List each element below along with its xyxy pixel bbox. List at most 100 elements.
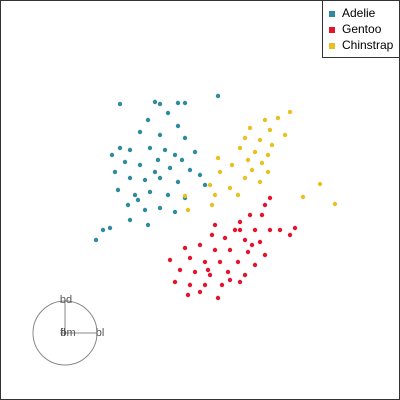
point [245, 157, 251, 163]
point [215, 155, 221, 161]
point [247, 212, 253, 218]
point [235, 192, 241, 198]
point [175, 100, 181, 106]
point [237, 145, 243, 151]
point [249, 167, 255, 173]
point [275, 115, 281, 121]
point [172, 209, 178, 215]
point [127, 147, 133, 153]
legend-label: Adelie [342, 6, 376, 20]
point [282, 132, 288, 138]
point [252, 149, 258, 155]
point [259, 212, 265, 218]
point [212, 192, 218, 198]
point [125, 202, 131, 208]
point [107, 225, 113, 231]
point [287, 109, 293, 115]
point [242, 175, 248, 181]
point [205, 267, 211, 273]
point [222, 235, 228, 241]
point [215, 93, 221, 99]
point [182, 135, 188, 141]
point [209, 202, 215, 208]
point [235, 259, 241, 265]
point [259, 160, 265, 166]
point [175, 179, 181, 185]
point [217, 169, 223, 175]
point [192, 149, 198, 155]
point [147, 145, 153, 151]
point [185, 207, 191, 213]
point [207, 272, 213, 278]
point [117, 145, 123, 151]
point [185, 292, 191, 298]
point [237, 219, 243, 225]
point [262, 202, 268, 208]
point [249, 242, 255, 248]
point [100, 227, 106, 233]
point [192, 269, 198, 275]
point [109, 152, 115, 158]
point [212, 222, 218, 228]
point [135, 197, 141, 203]
point [132, 192, 138, 198]
point [142, 207, 148, 213]
point [212, 247, 218, 253]
point [202, 282, 208, 288]
point [202, 259, 208, 265]
point [197, 242, 203, 248]
point [157, 175, 163, 181]
point [217, 259, 223, 265]
point [167, 165, 173, 171]
point [227, 247, 233, 253]
point [179, 157, 185, 163]
point [225, 269, 231, 275]
point [287, 232, 293, 238]
point [215, 295, 221, 301]
point [93, 237, 99, 243]
point [177, 267, 183, 273]
point [157, 132, 163, 138]
point [187, 167, 193, 173]
point [277, 227, 283, 233]
point [197, 172, 203, 178]
point [267, 195, 273, 201]
point [219, 282, 225, 288]
axis-label: bl [96, 327, 105, 339]
point [245, 249, 251, 255]
point [257, 179, 263, 185]
point [257, 137, 263, 143]
point [262, 117, 268, 123]
point [175, 123, 181, 129]
point [115, 187, 121, 193]
point [242, 237, 248, 243]
legend-swatch [329, 43, 335, 49]
axis-label: bm [60, 327, 75, 339]
point [229, 162, 235, 168]
point [197, 289, 203, 295]
point [265, 152, 271, 158]
point [269, 142, 275, 148]
point [182, 100, 188, 106]
point [182, 193, 188, 199]
point [257, 239, 263, 245]
point [152, 99, 158, 105]
point [262, 252, 268, 258]
axis-glyph: bd fl bm bl [32, 294, 105, 366]
point [232, 227, 238, 233]
point [187, 255, 193, 261]
point [167, 257, 173, 263]
legend-swatch [329, 11, 335, 17]
point [165, 192, 171, 198]
point [227, 185, 233, 191]
legend [322, 0, 400, 58]
point [317, 181, 323, 187]
point [147, 189, 153, 195]
point [332, 201, 338, 207]
point [237, 227, 243, 233]
point [112, 169, 118, 175]
point [145, 117, 151, 123]
point [137, 162, 143, 168]
point [209, 232, 215, 238]
